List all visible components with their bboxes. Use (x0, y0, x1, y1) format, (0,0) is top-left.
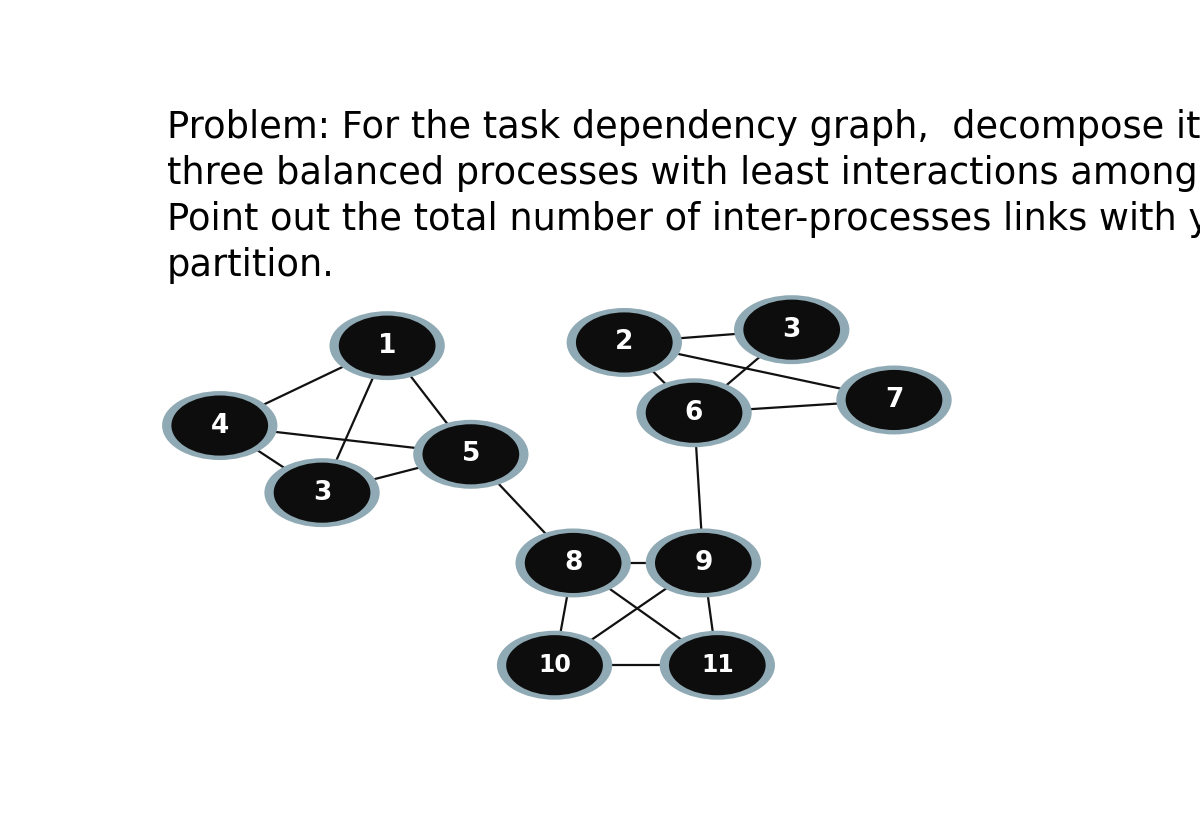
Ellipse shape (172, 395, 268, 456)
Text: partition.: partition. (167, 247, 335, 284)
Ellipse shape (646, 529, 761, 598)
Ellipse shape (524, 533, 622, 593)
Text: three balanced processes with least interactions among them.: three balanced processes with least inte… (167, 155, 1200, 193)
Ellipse shape (636, 378, 751, 447)
Text: 3: 3 (782, 317, 800, 343)
Text: 4: 4 (211, 413, 229, 438)
Text: 2: 2 (616, 330, 634, 355)
Ellipse shape (338, 315, 436, 376)
Text: 8: 8 (564, 550, 582, 576)
Ellipse shape (576, 312, 673, 373)
Ellipse shape (422, 424, 520, 485)
Ellipse shape (668, 635, 766, 696)
Ellipse shape (330, 311, 445, 380)
Ellipse shape (274, 462, 371, 523)
Ellipse shape (497, 631, 612, 700)
Text: Problem: For the task dependency graph,  decompose it into: Problem: For the task dependency graph, … (167, 110, 1200, 146)
Ellipse shape (566, 308, 682, 377)
Ellipse shape (846, 370, 942, 430)
Text: 5: 5 (462, 442, 480, 467)
Ellipse shape (506, 635, 602, 696)
Ellipse shape (660, 631, 775, 700)
Ellipse shape (743, 300, 840, 359)
Text: 3: 3 (313, 480, 331, 505)
Ellipse shape (836, 365, 952, 434)
Text: Point out the total number of inter-processes links with your: Point out the total number of inter-proc… (167, 201, 1200, 238)
Text: 10: 10 (538, 653, 571, 677)
Ellipse shape (162, 391, 277, 460)
Text: 7: 7 (884, 387, 904, 413)
Text: 1: 1 (378, 333, 396, 359)
Ellipse shape (655, 533, 751, 593)
Ellipse shape (646, 383, 743, 443)
Ellipse shape (413, 420, 528, 489)
Ellipse shape (516, 529, 631, 598)
Ellipse shape (734, 295, 850, 364)
Text: 11: 11 (701, 653, 733, 677)
Text: 9: 9 (694, 550, 713, 576)
Text: 6: 6 (685, 400, 703, 426)
Ellipse shape (264, 458, 379, 527)
